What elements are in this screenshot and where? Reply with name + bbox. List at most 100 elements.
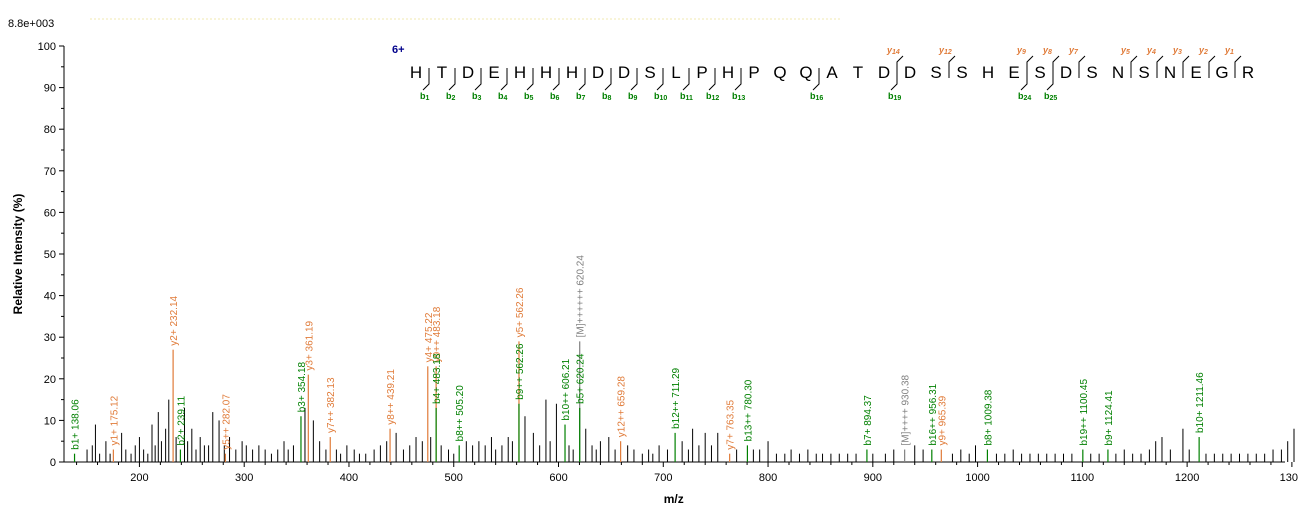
y-ion-label: y1 <box>1224 45 1234 56</box>
peak-label-y: y3+ 361.19 <box>304 320 315 370</box>
peak-label-b: b9+ 1124.41 <box>1104 390 1115 446</box>
peak-label-y: y12++ 659.28 <box>617 376 628 438</box>
residue: T <box>437 63 447 82</box>
peak-label-y: y4+ 475.22 <box>424 312 435 362</box>
residue: N <box>1112 63 1124 82</box>
b-ion-number: 7 <box>582 95 586 102</box>
y-ion-label: y7 <box>1068 45 1079 56</box>
residue: H <box>722 63 734 82</box>
b-ion-label: b1 <box>420 91 430 102</box>
b-ion-bracket <box>734 68 742 91</box>
peak-label-b: b10++ 606.21 <box>561 358 572 420</box>
residue: S <box>644 63 655 82</box>
x-tick-label: 200 <box>130 472 148 484</box>
peak-label-y: y9+ 965.39 <box>937 395 948 445</box>
x-axis-label: m/z <box>664 492 684 506</box>
residue: H <box>514 63 526 82</box>
peak-label-other: [M]++++ 930.38 <box>901 374 912 445</box>
peak-label-y: y7++ 382.13 <box>326 377 337 433</box>
x-tick-label: 1200 <box>1175 472 1199 484</box>
b-ion-number: 6 <box>556 95 560 102</box>
y-ion-bracket <box>1052 55 1060 78</box>
peak-label-b: b9++ 562.26 <box>515 343 526 400</box>
b-ion-label: b9 <box>628 91 638 102</box>
residue: S <box>956 63 967 82</box>
y-tick-label: 50 <box>44 249 56 261</box>
b-ion-number: 19 <box>894 95 902 102</box>
residue: Q <box>773 63 786 82</box>
b-ion-bracket <box>890 68 898 91</box>
y-ion-label: y8 <box>1042 45 1052 56</box>
y-ion-label: y4 <box>1146 45 1156 56</box>
peak-label-b: b13++ 780.30 <box>743 379 754 441</box>
residue: G <box>1215 63 1228 82</box>
y-ion-number: 4 <box>1151 49 1156 56</box>
peak-label-b: b5+ 620.24 <box>576 353 587 404</box>
peak-label-y: y5++ 282.07 <box>221 394 232 450</box>
y-ion-bracket <box>1026 55 1034 78</box>
residue: N <box>1164 63 1176 82</box>
residue: D <box>878 63 890 82</box>
residue: H <box>566 63 578 82</box>
y-ion-number: 2 <box>1203 49 1208 56</box>
peak-label-b: b12++ 711.29 <box>671 367 682 428</box>
residue: E <box>1190 63 1201 82</box>
y-ion-number: 1 <box>1230 49 1234 56</box>
residue: S <box>1034 63 1045 82</box>
b-ion-bracket <box>1020 68 1028 91</box>
b-ion-bracket <box>448 68 456 91</box>
residue: D <box>462 63 474 82</box>
y-tick-label: 80 <box>44 124 56 136</box>
y-tick-label: 10 <box>44 415 56 427</box>
y-tick-label: 0 <box>50 457 56 469</box>
peak-label-y: y8++ 439.21 <box>386 369 397 425</box>
residue: D <box>618 63 630 82</box>
residue: H <box>982 63 994 82</box>
b-ion-bracket <box>578 68 586 91</box>
b-ion-label: b3 <box>472 91 482 102</box>
b-ion-number: 10 <box>660 95 668 102</box>
b-ion-label: b19 <box>888 91 901 102</box>
residue: E <box>1008 63 1019 82</box>
peak-label-y: y7+ 763.35 <box>726 399 737 449</box>
y-ion-label: y5 <box>1120 45 1130 56</box>
charge-state: 6+ <box>392 44 405 56</box>
y-ion-bracket <box>1182 55 1190 78</box>
y-tick-label: 40 <box>44 291 56 303</box>
residue: P <box>696 63 707 82</box>
y-tick-label: 30 <box>44 332 56 344</box>
peak-label-y: y2+ 232.14 <box>169 295 180 345</box>
peak-label-b: b3+ 354.18 <box>297 361 308 412</box>
b-ion-label: b13 <box>732 91 745 102</box>
residue: D <box>592 63 604 82</box>
x-tick-label: 400 <box>340 472 358 484</box>
y-ion-number: 8 <box>1048 49 1052 56</box>
residue: T <box>853 63 863 82</box>
residue: D <box>1060 63 1072 82</box>
max-intensity-label: 8.8e+003 <box>8 18 55 30</box>
peak-label-b: b1+ 138.06 <box>71 399 82 450</box>
y-ion-bracket <box>1156 55 1164 78</box>
peak-label-y: y9++ 483.18 <box>432 306 443 362</box>
peak-label-b: b10+ 1211.46 <box>1195 372 1206 433</box>
residue: A <box>826 63 838 82</box>
y-ion-label: y3 <box>1172 45 1182 56</box>
peak-label-b: b8++ 505.20 <box>455 385 466 442</box>
b-ion-number: 11 <box>686 95 694 102</box>
b-ion-number: 24 <box>1024 95 1032 102</box>
y-ion-bracket <box>1078 55 1086 78</box>
y-ion-bracket <box>1208 55 1216 78</box>
y-ion-bracket <box>1130 55 1138 78</box>
b-ion-number: 13 <box>738 95 746 102</box>
residue: S <box>1138 63 1149 82</box>
b-ion-bracket <box>630 68 638 91</box>
x-tick-label: 1300 <box>1280 472 1298 484</box>
x-tick-label: 300 <box>235 472 253 484</box>
b-ion-number: 2 <box>452 95 456 102</box>
b-ion-label: b4 <box>498 91 508 102</box>
y-tick-label: 60 <box>44 207 56 219</box>
y-ion-label: y9 <box>1016 45 1026 56</box>
y-ion-number: 7 <box>1074 49 1079 56</box>
y-ion-number: 3 <box>1178 49 1182 56</box>
y-ion-label: y14 <box>886 45 900 56</box>
